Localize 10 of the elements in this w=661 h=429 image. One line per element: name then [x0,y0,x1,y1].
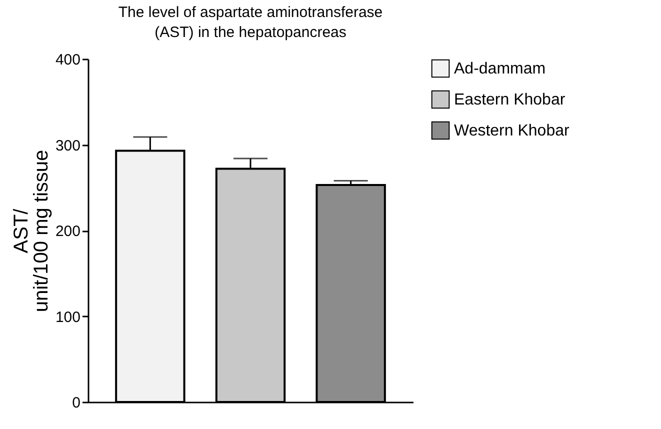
legend-label: Ad-dammam [454,60,546,78]
y-tick-label: 200 [55,223,80,240]
chart-title: The level of aspartate aminotransferase (AST) in the hepatopancreas [118,4,383,41]
y-tick-label: 300 [55,137,80,154]
legend-label: Eastern Khobar [454,92,566,108]
y-tick-label: 0 [72,394,80,412]
y-tick-label: 100 [55,308,80,326]
legend-label: Western Khobar [454,122,570,140]
y-tick-label: 400 [55,52,80,68]
y-axis-title: AST/ unit/100 mg tissue [10,150,52,312]
